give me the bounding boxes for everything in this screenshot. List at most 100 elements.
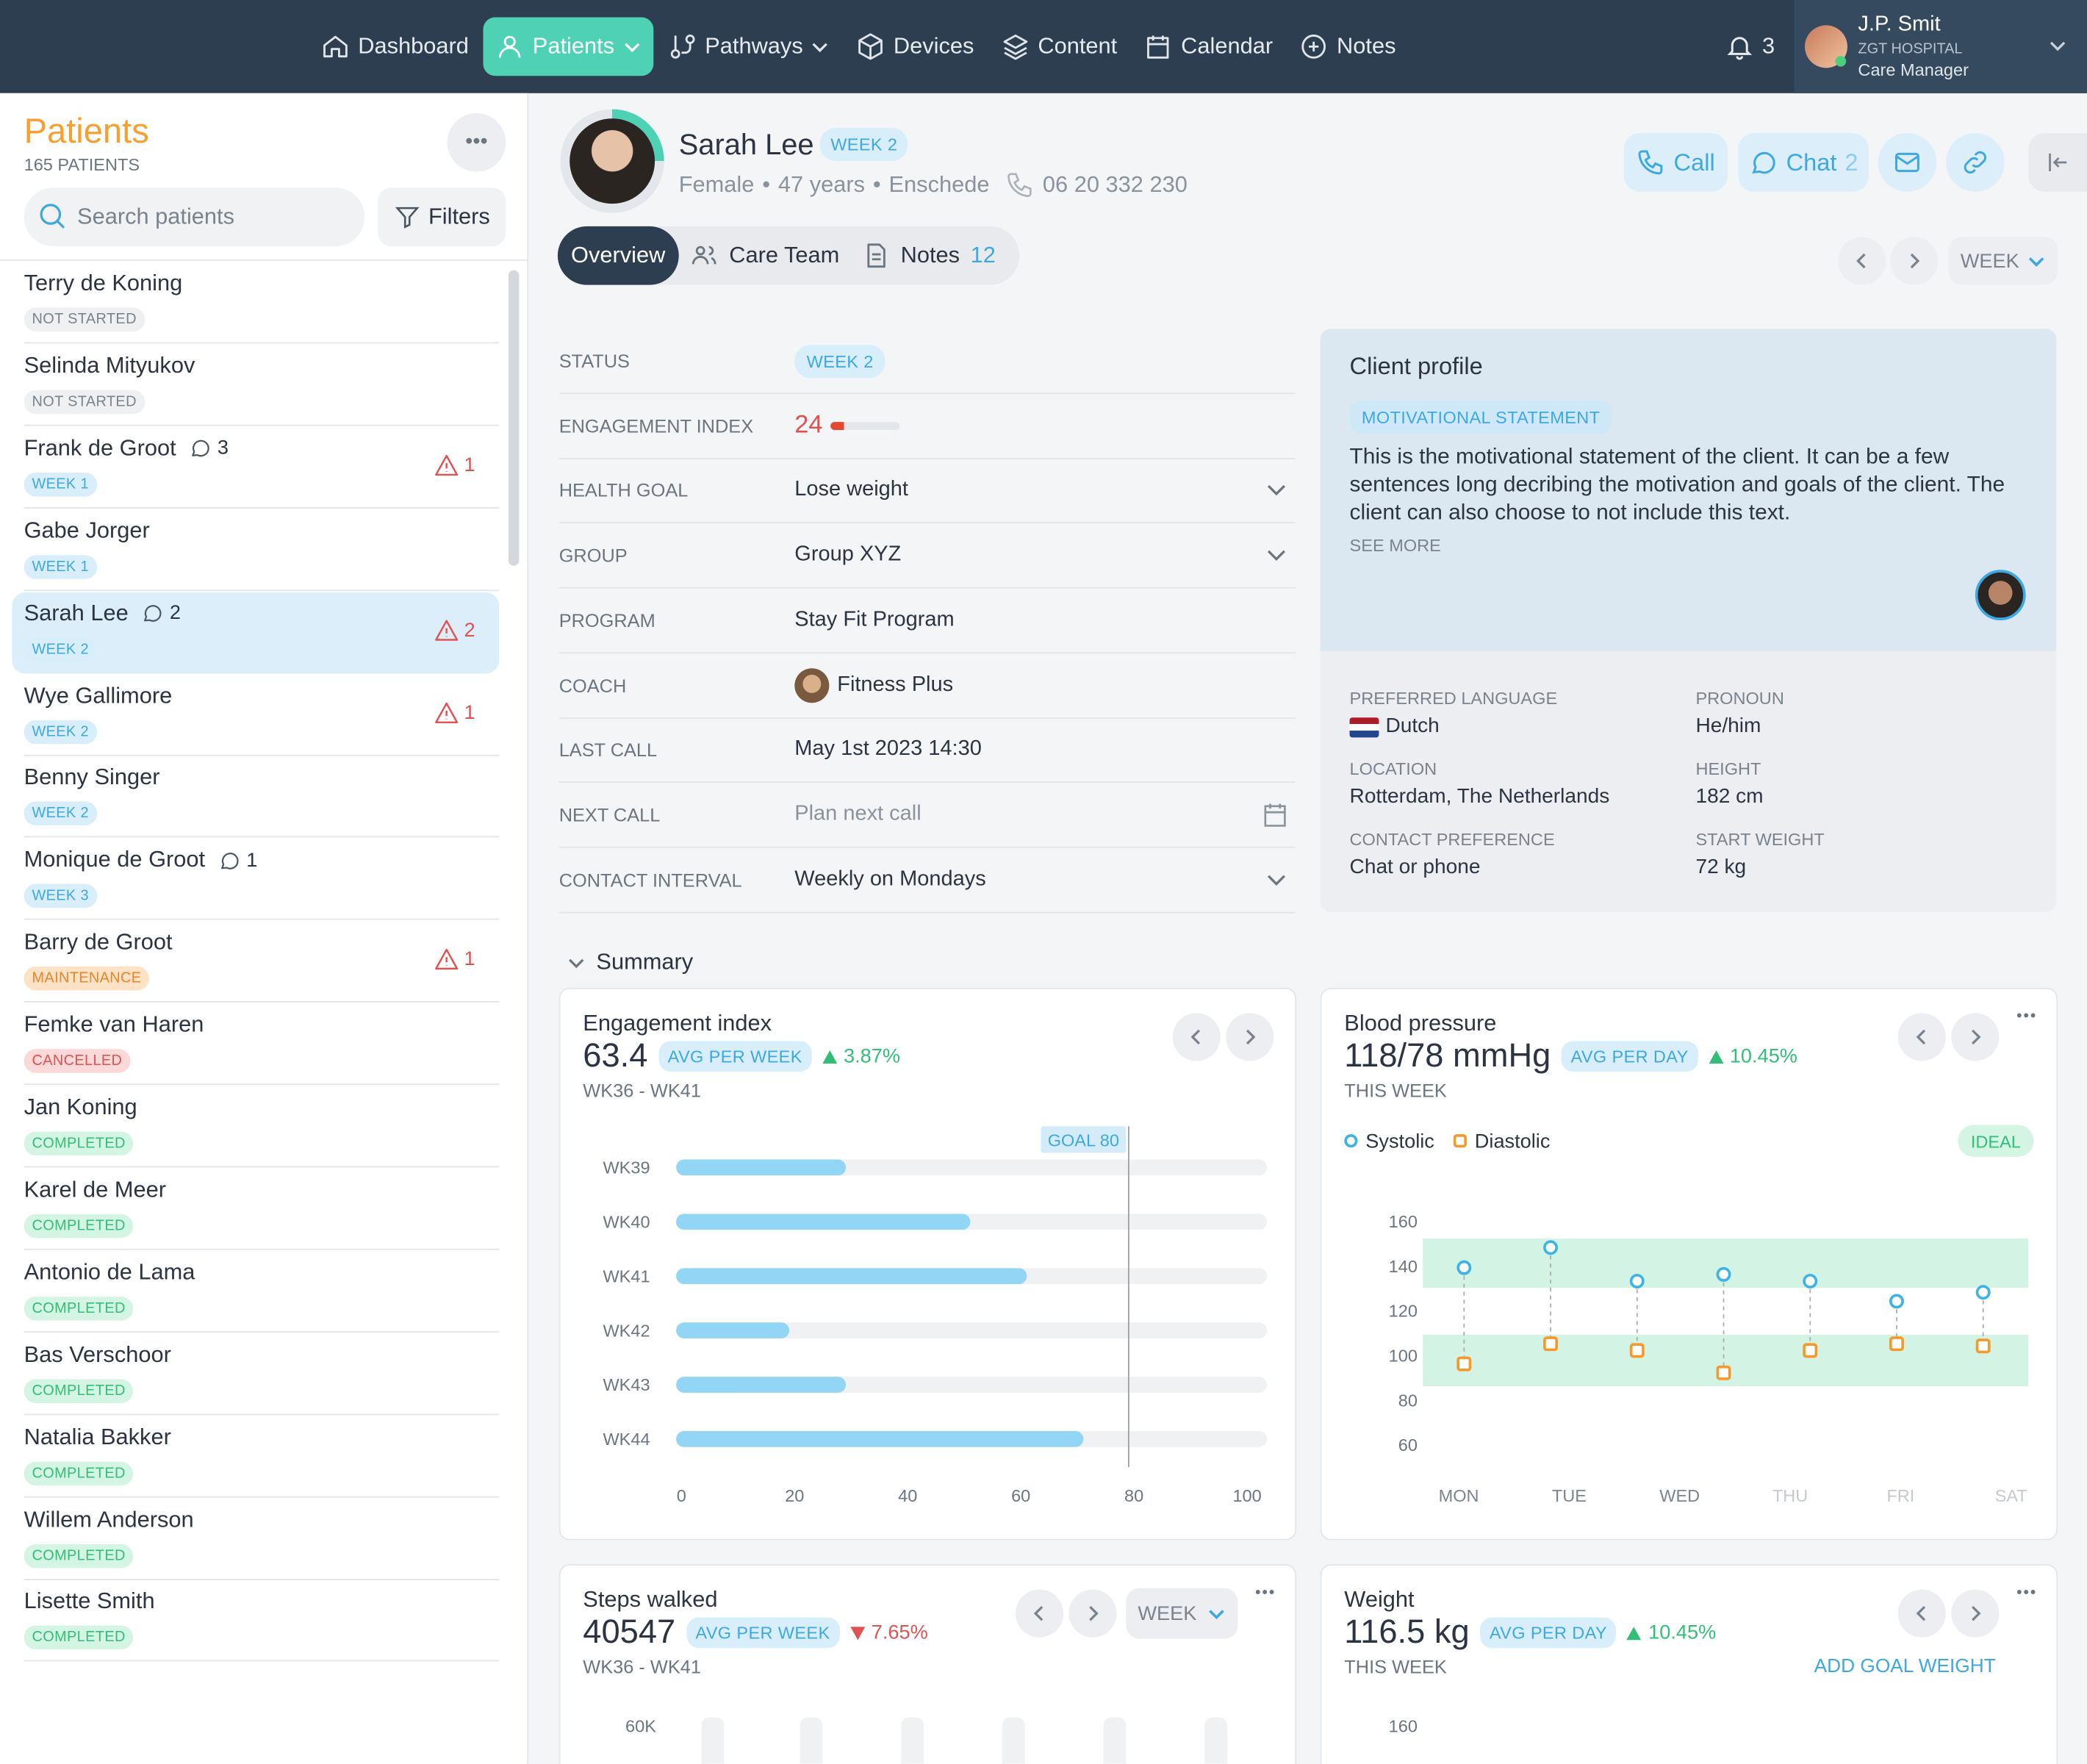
- more-button[interactable]: •••: [2016, 1582, 2038, 1602]
- patient-row[interactable]: Terry de Koning NOT STARTED: [12, 262, 500, 344]
- more-button[interactable]: •••: [447, 112, 506, 172]
- chevron: [2050, 41, 2066, 51]
- add-goal-weight[interactable]: ADD GOAL WEIGHT: [1814, 1656, 1996, 1678]
- nav-item[interactable]: Notes: [1287, 18, 1408, 76]
- nav-item[interactable]: Pathways: [655, 18, 841, 76]
- week-badge: WEEK 2: [819, 127, 908, 162]
- patient-row[interactable]: Wye Gallimore WEEK 2 1: [12, 674, 500, 756]
- field-label: GROUP: [558, 544, 628, 566]
- bar-track: [800, 1717, 823, 1764]
- link-button[interactable]: [1945, 133, 2005, 192]
- patient-row[interactable]: Natalia Bakker COMPLETED: [12, 1416, 500, 1497]
- steps-chart: 60K: [625, 1716, 1227, 1764]
- field-row: CONTACT INTERVAL Weekly on Mondays: [558, 847, 1296, 913]
- user-name: J.P. Smit: [1858, 13, 1941, 36]
- prev-button[interactable]: [1897, 1013, 1946, 1061]
- collapse-button[interactable]: [2028, 133, 2087, 192]
- nav-item[interactable]: Content: [988, 18, 1129, 76]
- nav-item[interactable]: Devices: [844, 18, 986, 76]
- patient-row[interactable]: Karel de Meer COMPLETED: [12, 1169, 500, 1250]
- attribute-value: Chat or phone: [1350, 856, 1481, 881]
- weight-chart: 160: [1389, 1716, 1418, 1735]
- card-title: Weight: [1344, 1586, 1415, 1613]
- field-value[interactable]: Lose weight: [794, 478, 1295, 503]
- blood-pressure-chart: 60 80 100 120 140 160 MON TUE WED THU FRI SAT Systol…: [1344, 1125, 2034, 1505]
- patient-row[interactable]: Monique de Groot 1 WEEK 3: [12, 839, 500, 921]
- see-more[interactable]: SEE MORE: [1349, 535, 1441, 556]
- notifications[interactable]: 3: [1725, 32, 1775, 61]
- alert-number: 1: [464, 453, 475, 477]
- bar: [676, 1377, 847, 1393]
- next-button[interactable]: [1889, 237, 1939, 285]
- icon: [670, 35, 694, 59]
- metric-value: 63.4: [583, 1036, 648, 1075]
- nav-item[interactable]: Dashboard: [309, 18, 481, 76]
- bar: [676, 1268, 1027, 1285]
- patient-row[interactable]: Frank de Groot 3 WEEK 1 1: [12, 427, 500, 509]
- field-value[interactable]: Weekly on Mondays: [794, 867, 1295, 892]
- chat-button[interactable]: Chat 2: [1738, 133, 1869, 192]
- summary-toggle[interactable]: Summary: [567, 949, 693, 975]
- trend-arrow: [849, 1626, 865, 1640]
- attribute-label: PRONOUN: [1695, 688, 1784, 709]
- more-button[interactable]: •••: [2016, 1006, 2038, 1025]
- category-label: WK44: [603, 1430, 650, 1449]
- x-tick-label: 80: [1124, 1486, 1143, 1505]
- next-button[interactable]: [1068, 1589, 1117, 1638]
- nav-item[interactable]: Calendar: [1132, 18, 1285, 76]
- change-text: 3.87%: [843, 1044, 901, 1068]
- next-button[interactable]: [1951, 1013, 2000, 1061]
- user-menu[interactable]: J.P. Smit ZGT HOSPITAL Care Manager: [1794, 0, 2087, 93]
- metric-change: 3.87%: [822, 1045, 900, 1068]
- nav-label: Calendar: [1181, 33, 1274, 59]
- patient-row[interactable]: Barry de Groot MAINTENANCE 1: [12, 922, 500, 1003]
- next-button[interactable]: [1951, 1589, 2000, 1638]
- patient-row[interactable]: Selinda Mityukov NOT STARTED: [12, 345, 500, 426]
- tab[interactable]: Notes 12: [850, 226, 1007, 285]
- patient-row[interactable]: Femke van Haren CANCELLED: [12, 1004, 500, 1086]
- chevron: [569, 958, 584, 969]
- call-button[interactable]: Call: [1623, 133, 1728, 192]
- nav-item[interactable]: Patients: [483, 17, 653, 76]
- field-value[interactable]: Group XYZ: [794, 543, 1295, 567]
- metric-badge: AVG PER DAY: [1561, 1041, 1698, 1072]
- status-badge: COMPLETED: [24, 1213, 134, 1238]
- period-select[interactable]: WEEK: [1126, 1588, 1238, 1639]
- prev-button[interactable]: [1172, 1013, 1221, 1061]
- chat-label: Chat: [1786, 148, 1837, 176]
- period-select[interactable]: WEEK: [1948, 237, 2058, 285]
- patient-row[interactable]: Benny Singer WEEK 2: [12, 756, 500, 838]
- more-button[interactable]: •••: [1254, 1582, 1276, 1602]
- tab[interactable]: Care Team: [678, 226, 849, 285]
- search-box[interactable]: Search patients: [24, 187, 365, 247]
- email-button[interactable]: [1878, 133, 1937, 192]
- chevron: [1916, 1605, 1926, 1621]
- systolic-point: [1456, 1260, 1472, 1275]
- prev-button[interactable]: [1897, 1589, 1946, 1638]
- prev-button[interactable]: [1838, 237, 1886, 285]
- patient-row[interactable]: Lisette Smith COMPLETED: [12, 1581, 500, 1663]
- prev-button[interactable]: [1015, 1589, 1064, 1638]
- field-value: Fitness Plus: [794, 667, 1295, 703]
- filters-button[interactable]: Filters: [378, 187, 506, 247]
- attribute-label: PREFERRED LANGUAGE: [1349, 688, 1558, 709]
- patient-row[interactable]: Sarah Lee 2 WEEK 2 2: [12, 592, 500, 673]
- tabs: Overview Care Team Notes 12: [557, 226, 1020, 285]
- divider: [0, 259, 528, 261]
- tab[interactable]: Overview: [557, 226, 679, 285]
- call-label: Call: [1673, 148, 1715, 176]
- patient-row[interactable]: Antonio de Lama COMPLETED: [12, 1251, 500, 1333]
- field-label: LAST CALL: [558, 739, 658, 761]
- chevron: [1033, 1605, 1044, 1621]
- bar: [676, 1322, 790, 1338]
- next-button[interactable]: [1226, 1013, 1274, 1061]
- patient-row[interactable]: Bas Verschoor COMPLETED: [12, 1333, 500, 1415]
- x-tick-label: 20: [785, 1486, 804, 1505]
- field-value[interactable]: Plan next call: [794, 800, 1295, 829]
- period-label: WEEK: [1138, 1602, 1197, 1625]
- chevron: [1972, 1029, 1981, 1045]
- icon: [1147, 35, 1170, 59]
- patient-row[interactable]: Gabe Jorger WEEK 1: [12, 509, 500, 591]
- patient-row[interactable]: Willem Anderson COMPLETED: [12, 1499, 500, 1580]
- patient-row[interactable]: Jan Koning COMPLETED: [12, 1086, 500, 1168]
